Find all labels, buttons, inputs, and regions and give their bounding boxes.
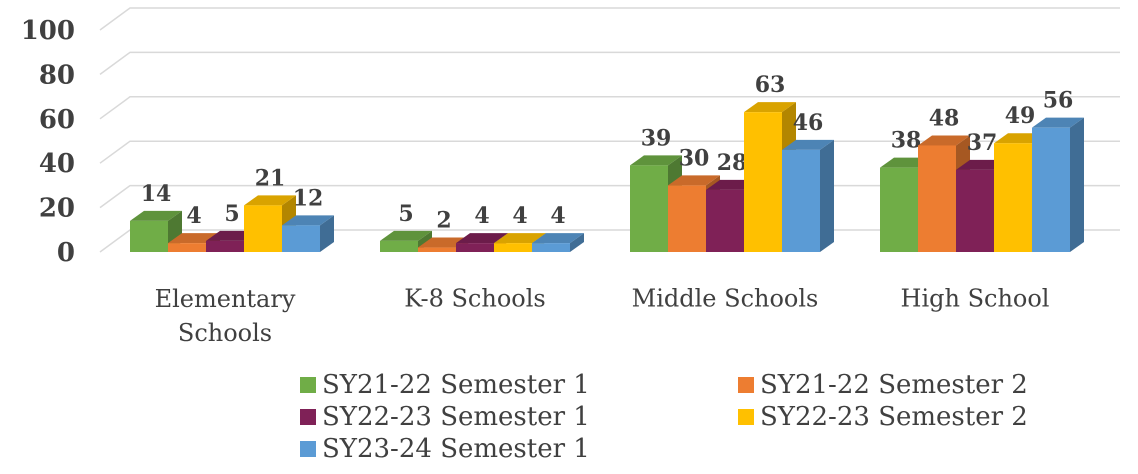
value-label: 2 xyxy=(436,208,451,234)
value-label: 12 xyxy=(293,185,324,211)
bar xyxy=(706,189,744,252)
legend-swatch xyxy=(738,377,754,393)
bar-side xyxy=(570,233,584,252)
bar xyxy=(532,243,570,252)
bar-top xyxy=(380,230,432,241)
bar xyxy=(244,205,282,252)
value-label: 30 xyxy=(679,145,710,171)
y-tick-label: 40 xyxy=(39,149,75,179)
value-label: 4 xyxy=(474,203,489,229)
bar-top xyxy=(244,195,296,206)
x-tick-label: Middle Schools xyxy=(632,285,819,313)
bar xyxy=(668,185,706,252)
bar-top xyxy=(744,102,796,113)
legend-label: SY23-24 Semester 1 xyxy=(322,434,590,464)
bar-side xyxy=(820,139,834,252)
bar xyxy=(418,247,456,252)
bar-top xyxy=(782,139,834,150)
y-tick-label: 80 xyxy=(39,60,75,90)
y-tick-label: 60 xyxy=(39,105,75,135)
bar xyxy=(456,243,494,252)
bar xyxy=(956,169,994,252)
bar-top xyxy=(456,233,508,244)
grid-line xyxy=(99,7,1120,31)
value-label: 63 xyxy=(755,72,786,98)
legend-swatch xyxy=(738,409,754,425)
bar-top xyxy=(532,233,584,244)
value-label: 4 xyxy=(186,203,201,229)
legend-label: SY22-23 Semester 1 xyxy=(322,402,590,432)
bar-top xyxy=(1032,117,1084,128)
value-label: 14 xyxy=(141,181,172,207)
bar-top xyxy=(130,210,182,221)
bar-top xyxy=(630,155,682,166)
bar xyxy=(494,243,532,252)
x-tick-label: High School xyxy=(901,285,1050,313)
bar xyxy=(380,240,418,252)
y-tick-label: 100 xyxy=(21,16,75,46)
bar xyxy=(168,243,206,252)
bar xyxy=(880,167,918,252)
legend-swatch xyxy=(300,409,316,425)
bar xyxy=(918,145,956,252)
legend-swatch xyxy=(300,377,316,393)
bar xyxy=(782,149,820,252)
bar xyxy=(994,143,1032,252)
bar-side xyxy=(320,215,334,252)
value-label: 37 xyxy=(967,130,998,156)
legend-label: SY22-23 Semester 2 xyxy=(760,402,1028,432)
value-label: 4 xyxy=(550,203,565,229)
legend-label: SY21-22 Semester 1 xyxy=(322,370,590,400)
bar xyxy=(744,112,782,252)
value-label: 46 xyxy=(793,110,824,136)
bar-top xyxy=(494,233,546,244)
x-tick-label: Elementary Schools xyxy=(155,285,296,347)
legend-label: SY21-22 Semester 2 xyxy=(760,370,1028,400)
value-label: 4 xyxy=(512,203,527,229)
bar xyxy=(630,165,668,252)
legend-swatch xyxy=(300,441,316,457)
value-label: 39 xyxy=(641,125,672,151)
value-label: 21 xyxy=(255,165,286,191)
bar-top xyxy=(282,215,334,226)
y-tick-label: 0 xyxy=(57,238,75,268)
bar xyxy=(130,220,168,252)
value-label: 5 xyxy=(398,201,413,227)
grid-line xyxy=(99,96,1120,120)
value-label: 49 xyxy=(1005,103,1036,129)
bar xyxy=(282,225,320,252)
value-label: 56 xyxy=(1043,88,1074,114)
value-label: 38 xyxy=(891,128,922,154)
x-tick-label: K-8 Schools xyxy=(404,285,545,313)
value-label: 48 xyxy=(929,105,960,131)
bar-side xyxy=(1070,117,1084,253)
y-tick-label: 20 xyxy=(39,194,75,224)
bar-top xyxy=(668,175,720,186)
bar xyxy=(206,240,244,252)
value-label: 5 xyxy=(224,201,239,227)
value-label: 28 xyxy=(717,150,748,176)
grid-line xyxy=(99,51,1120,76)
bar xyxy=(1032,127,1070,252)
bar-top xyxy=(918,135,970,146)
